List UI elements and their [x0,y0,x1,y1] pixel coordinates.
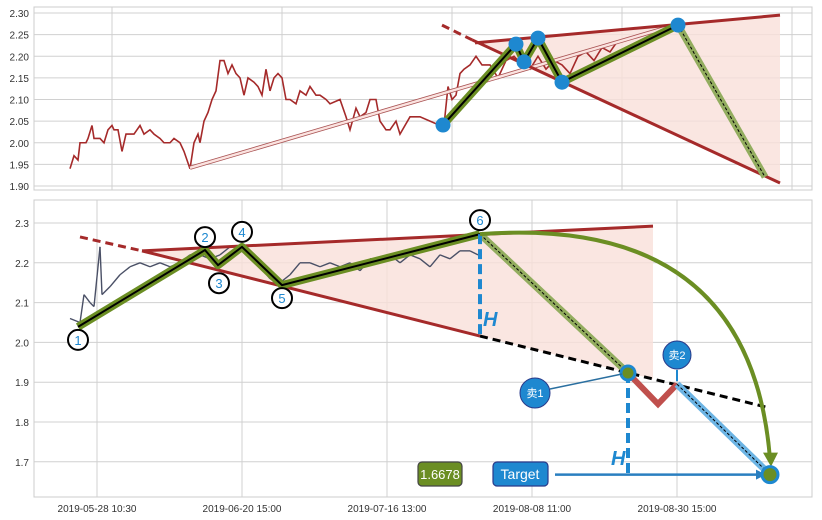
target-point [760,465,780,485]
top-pattern-point [530,30,546,46]
breakdown-core [479,233,629,374]
price-segment [219,246,231,256]
pattern-point-marker [194,226,216,249]
top-y-tick-label: 2.05 [10,117,30,128]
top-y-tick-label: 2.20 [10,52,30,63]
target-badge: Target [492,461,549,487]
bottom-plot: 1 2 3 4 5 6 卖1 卖2 [67,209,780,485]
price-segment [119,266,131,276]
pattern-point-label: 4 [238,225,245,240]
pattern-point-marker [469,209,491,232]
x-tick-label: 2019-05-28 10:30 [58,504,137,515]
top-y-tick-label: 2.25 [10,31,30,42]
target-label-text: Target [501,466,540,482]
top-pattern-point [508,36,524,52]
top-projection-core [677,24,766,178]
top-pattern-core [442,24,679,126]
price-segment [129,262,141,268]
top-price-line [69,42,617,169]
price-segment [109,274,121,288]
pattern-point-marker [67,328,89,351]
price-segment [429,254,441,268]
price-segment [309,262,321,268]
pattern-point-label: 2 [201,230,208,245]
top-pattern-point [435,117,451,133]
height-label-2: H [611,448,626,470]
pattern-point-marker [208,272,230,295]
pattern-point-marker [231,220,253,243]
x-tick-label: 2019-07-16 13:00 [348,504,427,515]
price-segment [99,246,103,295]
bottom-y-tick-label: 1.7 [15,458,29,469]
pattern-point-label: 6 [476,213,483,228]
sell-2-label: 卖2 [668,349,685,362]
price-segment [469,250,479,256]
pattern-point-label: 3 [215,276,222,291]
bottom-y-tick-label: 2.1 [15,299,29,310]
price-segment [329,262,341,268]
top-pattern-point [516,54,532,70]
target-value-badge: 1.6678 [417,461,463,487]
projection-arc [479,230,772,459]
price-segment [83,294,91,304]
trend-arrow [189,23,676,169]
price-segment [89,302,95,308]
top-y-tick-label: 2.30 [10,9,30,20]
price-segment [159,262,171,268]
bottom-y-tick-label: 1.8 [15,418,29,429]
bottom-y-tick-label: 2.3 [15,219,29,230]
bottom-y-tick-label: 2.2 [15,259,29,270]
price-segment [69,317,81,324]
projection-arc-arrowhead [763,452,778,467]
x-tick-label: 2019-06-20 15:00 [203,504,282,515]
annotations: 1.6678 Target H H [417,309,626,487]
bottom-y-tick-label: 1.9 [15,378,29,389]
sell-1-label: 卖1 [526,387,543,400]
top-upper-trendline [474,13,781,45]
sell-1-badge [519,377,551,409]
price-segment [419,258,431,268]
top-y-tick-label: 1.95 [10,160,30,171]
top-y-tick-label: 2.00 [10,139,30,150]
sell-2-badge [662,340,692,370]
x-tick-label: 2019-08-30 15:00 [638,504,717,515]
price-segment [101,286,111,296]
top-y-tick-label: 1.90 [10,182,30,193]
top-pattern-point [670,17,686,33]
sell-1-callout-line [549,373,623,390]
pullback-path [625,370,680,409]
top-y-tick-label: 2.15 [10,74,30,85]
lower-trendline [141,249,481,338]
price-segment [139,262,151,268]
target-path-core [676,383,771,475]
height-label-1: H [483,309,498,331]
bottom-wedge-fill [142,226,653,380]
top-y-tick-label: 2.10 [10,96,30,107]
price-segment [439,254,451,260]
price-segment [449,250,461,260]
pattern-point-label: 5 [278,291,285,306]
price-segment [93,246,101,307]
x-tick-label: 2019-08-08 11:00 [493,504,572,515]
pattern-point-label: 1 [74,333,81,348]
price-segment [289,262,301,276]
lower-trendline-dashed [79,235,143,253]
bottom-y-tick-label: 2.0 [15,338,29,349]
sell-point-1 [619,364,637,382]
pattern-point-marker [271,287,293,310]
price-segment [79,294,85,323]
top-plot [69,13,781,185]
top-pattern-point [554,74,570,90]
top-lower-trendline-dashed [441,23,473,42]
price-segment [319,262,331,268]
pattern-core [77,233,481,328]
upper-trendline [141,224,654,253]
price-segment [149,262,161,268]
target-value-text: 1.6678 [420,467,460,482]
